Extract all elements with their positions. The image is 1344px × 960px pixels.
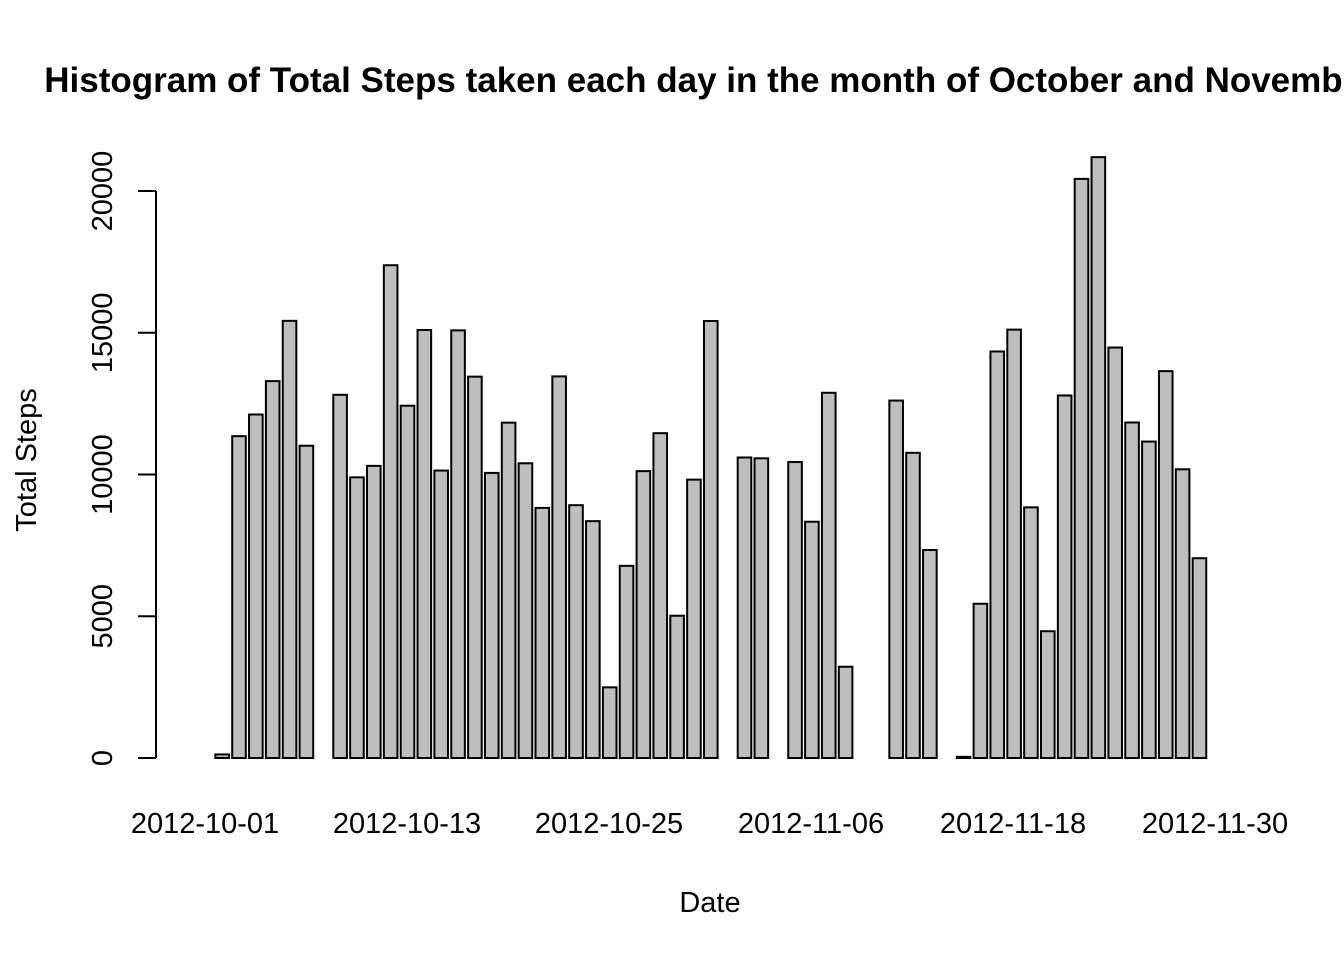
bar-2012-10-09 [332, 393, 348, 759]
bar-2012-10-05 [264, 380, 281, 759]
x-tick-label: 2012-10-01 [131, 808, 279, 840]
bar-2012-11-19 [1023, 506, 1039, 759]
y-tick-label: 5000 [87, 584, 119, 649]
bar-2012-10-31 [703, 320, 719, 759]
bar-2012-10-11 [366, 464, 382, 759]
x-tick-label: 2012-10-25 [535, 808, 683, 840]
bar-2012-11-18 [1006, 328, 1022, 759]
y-tick-label: 20000 [87, 151, 119, 232]
bar-2012-11-15 [955, 755, 972, 760]
y-axis-label: Total Steps [11, 388, 43, 531]
bar-2012-11-17 [989, 350, 1006, 759]
bar-2012-11-20 [1040, 630, 1056, 759]
bar-2012-10-06 [281, 319, 298, 759]
x-axis: 2012-10-01 2012-10-13 2012-10-25 2012-11-06… [131, 808, 1288, 840]
bar-2012-10-03 [231, 435, 247, 759]
bar-2012-10-23 [568, 504, 584, 760]
bar-2012-10-30 [686, 478, 702, 759]
bar-2012-11-16 [972, 602, 989, 759]
bar-2012-10-10 [349, 476, 365, 759]
bar-2012-11-12 [905, 451, 921, 759]
y-tick-label: 0 [87, 750, 119, 766]
bar-2012-10-13 [399, 404, 416, 759]
bar-2012-10-22 [551, 375, 567, 759]
bar-2012-10-26 [618, 564, 635, 760]
bar-2012-10-07 [298, 444, 315, 759]
bar-2012-11-23 [1090, 156, 1107, 759]
bar-2012-10-17 [467, 375, 483, 759]
bars [214, 156, 1208, 760]
bar-2012-11-21 [1056, 394, 1073, 759]
bar-2012-11-03 [753, 457, 770, 759]
bar-2012-10-28 [652, 432, 669, 759]
bar-2012-11-26 [1141, 440, 1157, 759]
bar-2012-11-22 [1073, 177, 1090, 759]
bar-2012-10-18 [483, 471, 500, 759]
bar-2012-10-16 [450, 329, 466, 759]
bar-2012-10-02 [214, 753, 230, 759]
x-tick-label: 2012-11-18 [940, 808, 1086, 840]
bar-2012-10-29 [669, 614, 685, 759]
bar-2012-11-25 [1124, 421, 1140, 759]
bar-2012-10-25 [601, 686, 618, 759]
bar-2012-10-20 [517, 462, 534, 759]
bar-2012-11-08 [837, 665, 854, 759]
x-tick-label: 2012-11-30 [1142, 808, 1288, 840]
bar-2012-11-05 [787, 461, 803, 759]
bar-2012-10-24 [585, 520, 601, 760]
x-tick-label: 2012-11-06 [738, 808, 884, 840]
bar-2012-11-29 [1191, 557, 1208, 759]
x-axis-label: Date [679, 887, 740, 919]
chart-title: Histogram of Total Steps taken each day … [44, 61, 1344, 100]
y-tick-label: 10000 [87, 434, 119, 515]
bar-2012-11-11 [888, 399, 904, 759]
bar-2012-11-06 [804, 520, 820, 759]
y-tick-label: 15000 [87, 292, 119, 373]
bar-2012-11-13 [922, 549, 938, 760]
x-tick-label: 2012-10-13 [333, 808, 481, 840]
bar-2012-10-12 [382, 264, 399, 759]
bar-2012-11-07 [820, 391, 837, 759]
bar-2012-10-04 [248, 413, 264, 759]
bar-2012-10-14 [416, 328, 433, 759]
bar-2012-11-28 [1174, 468, 1191, 759]
bar-2012-11-27 [1157, 370, 1174, 759]
bar-2012-11-02 [736, 456, 753, 759]
bar-2012-11-24 [1107, 346, 1124, 759]
bar-2012-10-27 [635, 470, 652, 759]
bar-2012-10-15 [433, 469, 449, 759]
bar-2012-10-19 [500, 421, 517, 759]
y-axis: 0 5000 10000 15000 20000 [87, 151, 157, 766]
bar-2012-10-21 [534, 506, 551, 760]
